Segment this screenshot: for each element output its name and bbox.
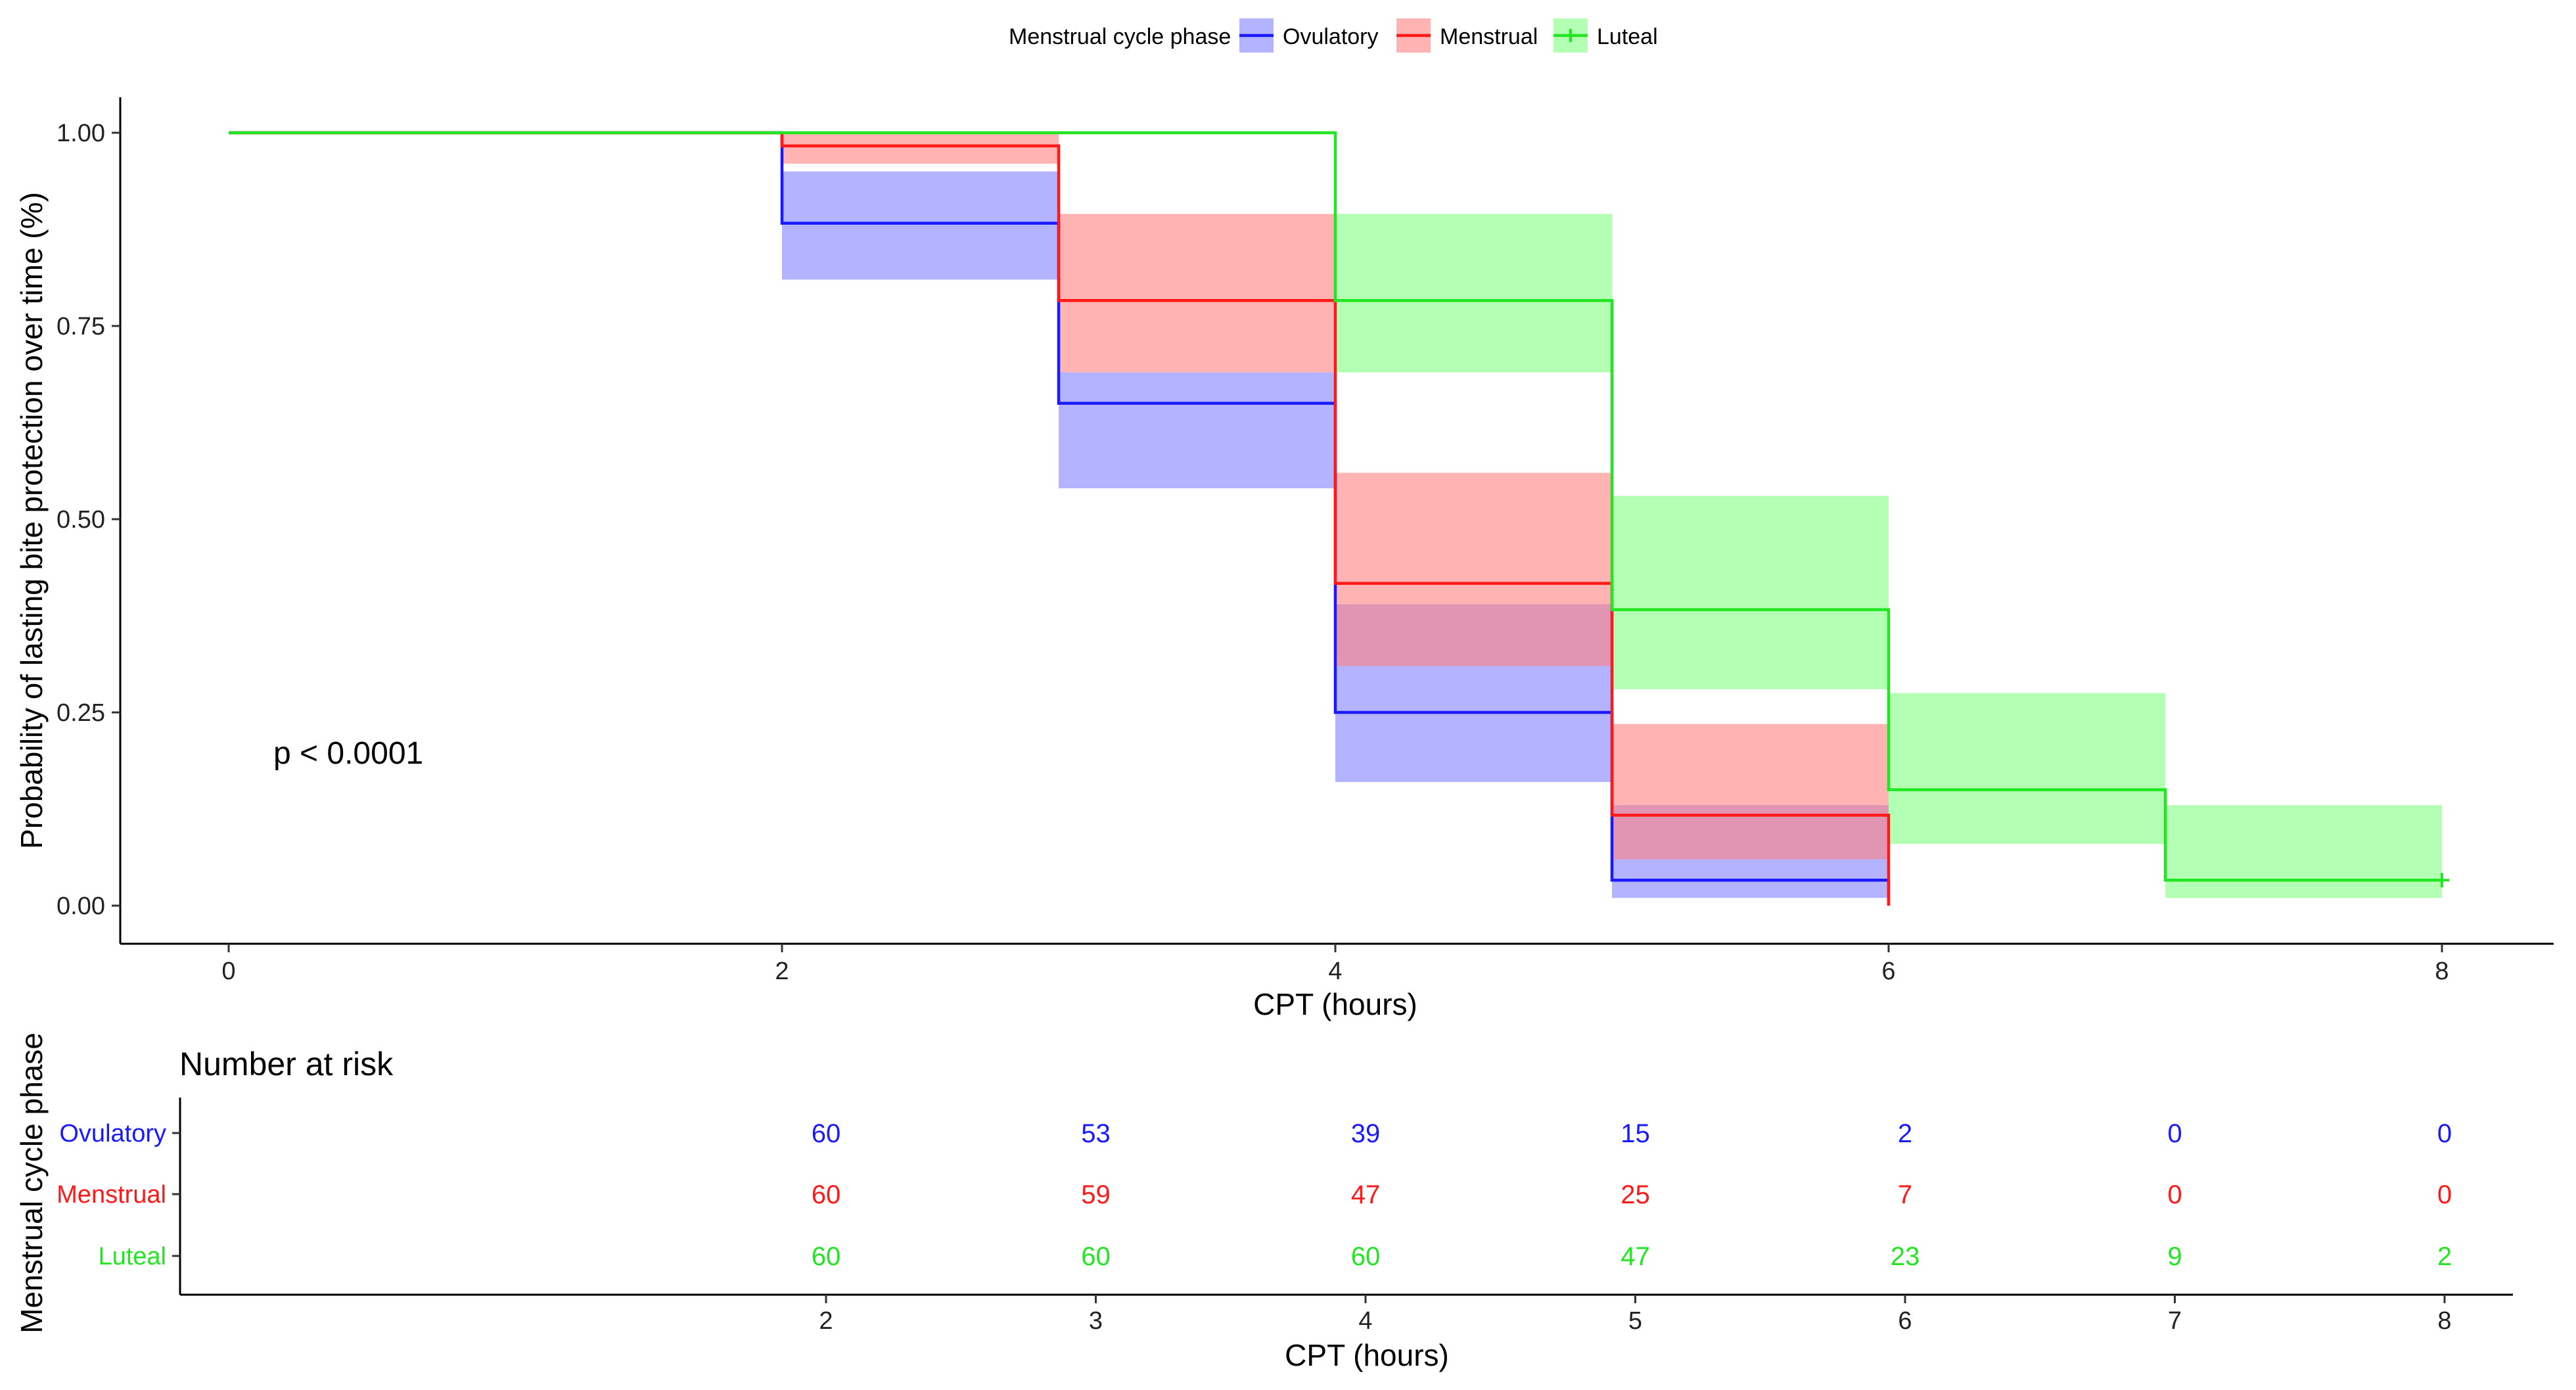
- risk-value-luteal: 47: [1621, 1242, 1650, 1271]
- risk-x-tick-label: 2: [819, 1307, 833, 1335]
- y-tick-label: 0.00: [57, 892, 105, 920]
- risk-value-menstrual: 47: [1351, 1180, 1381, 1209]
- ci-band-menstrual: [1612, 724, 1889, 860]
- risk-value-luteal: 60: [1351, 1242, 1381, 1271]
- survival-curves: [229, 131, 2449, 906]
- legend-key-censor-luteal: [1564, 29, 1577, 42]
- risk-x-tick-label: 6: [1898, 1307, 1912, 1335]
- ci-band-luteal: [1889, 693, 2165, 844]
- risk-value-ovulatory: 53: [1081, 1119, 1111, 1148]
- risk-x-tick-label: 3: [1089, 1307, 1103, 1335]
- risk-row-label-ovulatory: Ovulatory: [59, 1120, 166, 1147]
- y-tick-label: 1.00: [57, 120, 105, 147]
- risk-table: Number at risk Menstrual cycle phase Ovu…: [14, 1032, 2513, 1372]
- legend-title: Menstrual cycle phase: [1009, 24, 1231, 49]
- y-tick-label: 0.25: [57, 699, 105, 727]
- y-ticks: 0.00 0.25 0.50 0.75 1.00: [57, 120, 120, 920]
- risk-row-label-menstrual: Menstrual: [57, 1181, 166, 1209]
- y-axis-title: Probability of lasting bite protection o…: [14, 192, 49, 849]
- risk-table-x-ticks: 2 3 4 5 6 7 8: [819, 1295, 2452, 1335]
- ci-band-ovulatory: [782, 171, 1059, 280]
- x-tick-label: 2: [775, 958, 789, 985]
- risk-x-tick-label: 8: [2437, 1307, 2451, 1335]
- x-tick-label: 6: [1881, 958, 1895, 985]
- confidence-bands: [782, 133, 2442, 898]
- risk-value-ovulatory: 39: [1351, 1119, 1381, 1148]
- risk-value-ovulatory: 2: [1898, 1119, 1912, 1148]
- risk-table-x-title: CPT (hours): [1285, 1338, 1449, 1372]
- ci-band-luteal: [1612, 496, 1889, 689]
- risk-value-menstrual: 7: [1898, 1180, 1912, 1209]
- risk-value-menstrual: 25: [1621, 1180, 1650, 1209]
- risk-value-menstrual: 0: [2167, 1180, 2182, 1209]
- risk-value-luteal: 60: [812, 1242, 841, 1271]
- risk-value-menstrual: 59: [1081, 1180, 1111, 1209]
- x-tick-label: 4: [1328, 958, 1342, 985]
- risk-value-luteal: 9: [2167, 1242, 2182, 1271]
- risk-x-tick-label: 4: [1358, 1307, 1372, 1335]
- risk-value-luteal: 23: [1891, 1242, 1920, 1271]
- risk-x-tick-label: 5: [1628, 1307, 1642, 1335]
- y-tick-label: 0.75: [57, 313, 105, 340]
- risk-x-tick-label: 7: [2168, 1307, 2182, 1335]
- legend-label-menstrual: Menstrual: [1440, 24, 1538, 49]
- ci-band-menstrual: [782, 133, 1059, 164]
- ci-band-menstrual: [1059, 214, 1335, 373]
- legend-label-ovulatory: Ovulatory: [1283, 24, 1379, 49]
- survival-curve-luteal: [229, 131, 2442, 882]
- risk-value-ovulatory: 15: [1621, 1119, 1650, 1148]
- plot-area: 0.00 0.25 0.50 0.75 1.00 0 2 4 6 8 p < 0.0001 CP…: [14, 97, 2554, 1021]
- risk-table-title: Number at risk: [179, 1046, 394, 1082]
- legend-label-luteal: Luteal: [1597, 24, 1658, 49]
- risk-value-menstrual: 60: [812, 1180, 841, 1209]
- risk-value-luteal: 2: [2437, 1242, 2452, 1271]
- risk-value-luteal: 60: [1081, 1242, 1111, 1271]
- legend-items: Ovulatory Menstrual Luteal: [1239, 18, 1658, 53]
- risk-value-ovulatory: 60: [812, 1119, 841, 1148]
- risk-row-label-luteal: Luteal: [98, 1243, 166, 1270]
- censor-mark-luteal: [2435, 873, 2449, 888]
- risk-value-ovulatory: 0: [2167, 1119, 2182, 1148]
- x-tick-label: 8: [2435, 958, 2449, 985]
- p-value-annotation: p < 0.0001: [273, 736, 423, 771]
- x-tick-label: 0: [221, 958, 235, 985]
- risk-table-rows: Ovulatory 60 53 39 15 2 0 0 Menstrual 60 59 47 25 7 0 0…: [57, 1119, 2452, 1271]
- ci-band-luteal: [1335, 214, 1612, 373]
- legend: Menstrual cycle phase Ovulatory Menstrual…: [1009, 18, 1658, 53]
- risk-table-y-title: Menstrual cycle phase: [14, 1032, 49, 1333]
- risk-value-ovulatory: 0: [2437, 1119, 2452, 1148]
- y-tick-label: 0.50: [57, 506, 105, 534]
- x-axis-title: CPT (hours): [1253, 987, 1417, 1021]
- ci-band-ovulatory: [1059, 372, 1335, 488]
- ci-band-luteal: [2165, 805, 2442, 898]
- risk-value-menstrual: 0: [2437, 1180, 2452, 1209]
- x-ticks: 0 2 4 6 8: [221, 944, 2449, 985]
- ci-band-menstrual: [1335, 473, 1612, 666]
